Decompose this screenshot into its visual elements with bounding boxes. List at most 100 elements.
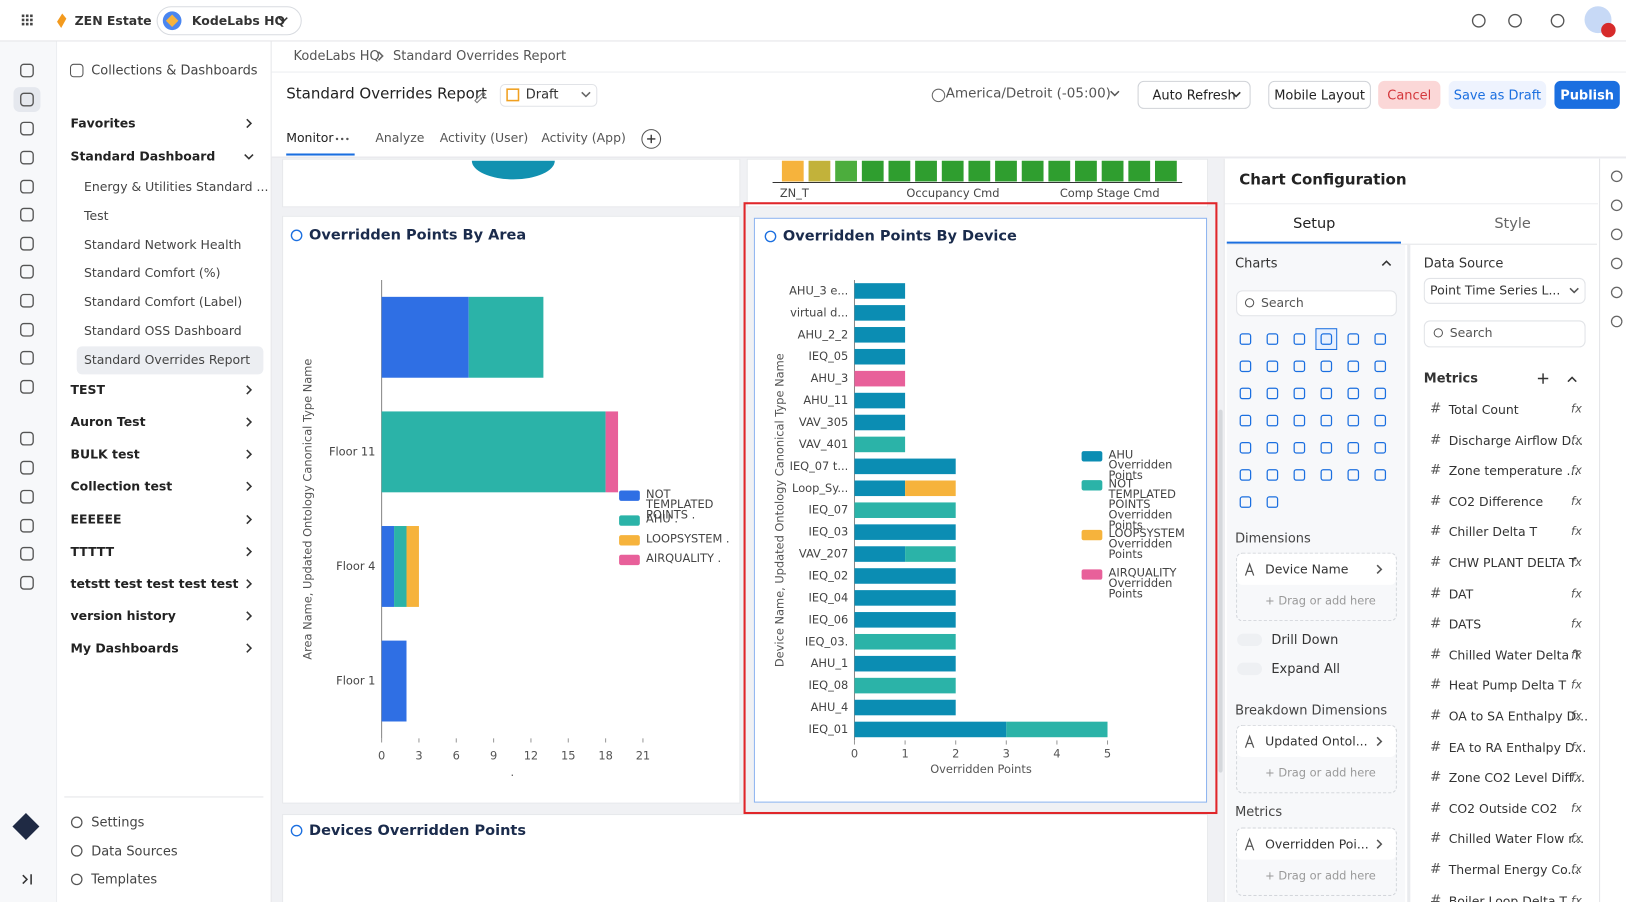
status: Draft xyxy=(526,85,559,104)
legend-label: NOT TEMPLATED POINTS Overridden Points xyxy=(1109,479,1186,531)
legend-label: LOOPSYSTEM . xyxy=(646,534,738,544)
header-button[interactable]: Save as Draft xyxy=(1449,81,1546,109)
metric-name[interactable]: DAT xyxy=(1449,584,1474,603)
button-label[interactable]: Publish xyxy=(1560,87,1614,103)
drop-hint: + Drag or add here xyxy=(1265,764,1376,783)
metric-fx: fx xyxy=(1571,799,1582,818)
scrollbar xyxy=(1218,410,1222,773)
section-label: Breakdown Dimensions xyxy=(1235,701,1387,720)
panel-title: Chart Configuration xyxy=(1239,171,1406,190)
timezone[interactable]: America/Detroit (-05:00) xyxy=(946,85,1111,104)
sidebar-item[interactable]: Standard Comfort (Label) xyxy=(84,293,242,312)
section-label: Charts xyxy=(1235,254,1277,273)
metric-name[interactable]: Boiler Loop Delta T xyxy=(1449,891,1567,902)
metric-name[interactable]: Chilled Water Flow r... xyxy=(1449,830,1584,849)
toggle-label[interactable]: Drill Down xyxy=(1271,630,1338,649)
select-value: Point Time Series L... xyxy=(1430,281,1560,300)
metric-name[interactable]: Heat Pump Delta T xyxy=(1449,677,1566,696)
metric-name[interactable]: EA to RA Enthalpy D... xyxy=(1449,738,1587,757)
metric-name[interactable]: Chilled Water Delta T xyxy=(1449,646,1581,665)
metric-symbol: # xyxy=(1430,861,1441,880)
metric-symbol: # xyxy=(1430,462,1441,481)
button-label[interactable]: Cancel xyxy=(1387,87,1431,103)
sidebar-item[interactable]: Standard Comfort (%) xyxy=(84,264,220,283)
sidebar-group[interactable]: TTTTT xyxy=(71,542,115,561)
tab[interactable]: Analyze xyxy=(375,129,424,148)
badge-count: 1 xyxy=(1605,21,1612,40)
metric-fx: fx xyxy=(1571,554,1582,573)
field-name[interactable]: Updated Ontol... xyxy=(1265,732,1367,751)
sidebar-item[interactable]: Energy & Utilities Standard ... xyxy=(84,177,268,196)
drop-hint: + Drag or add here xyxy=(1265,592,1376,611)
metric-symbol: # xyxy=(1430,554,1441,573)
partial-axis-label: Comp Stage Cmd xyxy=(1060,185,1160,204)
sidebar-group[interactable]: Favorites xyxy=(71,114,136,133)
header-button[interactable]: Mobile Layout xyxy=(1268,81,1371,109)
sidebar-footer-item[interactable]: Settings xyxy=(91,813,144,832)
sidebar-item[interactable]: Standard OSS Dashboard xyxy=(84,321,242,340)
legend-label: AIRQUALITY Overridden Points xyxy=(1109,568,1186,599)
sidebar-group[interactable]: My Dashboards xyxy=(71,639,179,658)
metric-name[interactable]: Thermal Energy Co... xyxy=(1449,861,1580,880)
metric-symbol: # xyxy=(1430,584,1441,603)
sidebar-group[interactable]: version history xyxy=(71,607,176,626)
field-name[interactable]: Overridden Poi... xyxy=(1265,835,1369,854)
metric-symbol: # xyxy=(1430,707,1441,726)
metric-name[interactable]: DATS xyxy=(1449,615,1481,634)
header-button[interactable]: Auto Refresh xyxy=(1138,81,1251,109)
legend-label: AIRQUALITY . xyxy=(646,554,738,564)
header-button[interactable]: Publish xyxy=(1554,81,1619,109)
metric-name[interactable]: CO2 Outside CO2 xyxy=(1449,799,1558,818)
config-tab[interactable]: Setup xyxy=(1293,215,1335,234)
sidebar-group[interactable]: EEEEEE xyxy=(71,510,122,529)
button-label[interactable]: Save as Draft xyxy=(1454,87,1541,103)
chart-title: Overridden Points By Device xyxy=(783,227,1017,246)
sidebar-footer-item[interactable]: Data Sources xyxy=(91,842,177,861)
metric-name[interactable]: Chiller Delta T xyxy=(1449,523,1537,542)
button-label[interactable]: Auto Refresh xyxy=(1153,87,1236,103)
legend-label: LOOPSYSTEM Overridden Points xyxy=(1109,529,1186,560)
sidebar-item[interactable]: Test xyxy=(84,206,109,225)
sidebar-group[interactable]: Collection test xyxy=(71,477,173,496)
metric-fx: fx xyxy=(1571,891,1582,902)
field-name[interactable]: Device Name xyxy=(1265,560,1348,579)
metric-name[interactable]: Zone temperature ... xyxy=(1449,462,1579,481)
toggle-label[interactable]: Expand All xyxy=(1271,660,1340,679)
metric-fx: fx xyxy=(1571,492,1582,511)
sidebar-group[interactable]: Auron Test xyxy=(71,413,146,432)
metric-name[interactable]: Zone CO2 Level Diff... xyxy=(1449,769,1585,788)
sidebar-group[interactable]: TEST xyxy=(71,381,105,400)
tab[interactable]: Activity (App) xyxy=(541,129,626,148)
sidebar-item[interactable]: Standard Overrides Report xyxy=(84,350,250,369)
tab[interactable]: Monitor xyxy=(286,129,333,148)
metric-symbol: # xyxy=(1430,891,1441,902)
metric-name[interactable]: Total Count xyxy=(1449,400,1519,419)
sidebar-group[interactable]: BULK test xyxy=(71,445,140,464)
config-tab[interactable]: Style xyxy=(1494,215,1530,234)
metric-name[interactable]: CHW PLANT DELTA T xyxy=(1449,554,1577,573)
breadcrumb[interactable]: KodeLabs HQ xyxy=(293,47,379,66)
sidebar-group[interactable]: tetstt test test test test xyxy=(71,574,239,593)
metric-name[interactable]: Discharge Airflow D... xyxy=(1449,431,1583,450)
metric-fx: fx xyxy=(1571,830,1582,849)
sidebar-group[interactable]: Standard Dashboard xyxy=(71,147,216,166)
metric-name[interactable]: OA to SA Enthalpy D... xyxy=(1449,707,1588,726)
metric-symbol: # xyxy=(1430,492,1441,511)
metric-symbol: # xyxy=(1430,523,1441,542)
org-name[interactable]: KodeLabs HQ xyxy=(192,11,285,30)
metric-name[interactable]: CO2 Difference xyxy=(1449,492,1544,511)
metric-symbol: # xyxy=(1430,738,1441,757)
metric-fx: fx xyxy=(1571,861,1582,880)
panel-divider xyxy=(1225,203,1598,204)
metric-fx: fx xyxy=(1571,584,1582,603)
metric-symbol: # xyxy=(1430,830,1441,849)
search-box[interactable] xyxy=(1424,320,1586,347)
header-button[interactable]: Cancel xyxy=(1378,81,1440,109)
tab[interactable]: Activity (User) xyxy=(440,129,529,148)
sidebar-footer-item[interactable]: Templates xyxy=(91,870,157,889)
sidebar-item[interactable]: Standard Network Health xyxy=(84,235,241,254)
column-divider xyxy=(1407,245,1410,902)
metric-fx: fx xyxy=(1571,462,1582,481)
tab-underline xyxy=(286,153,354,155)
button-label[interactable]: Mobile Layout xyxy=(1274,87,1365,103)
